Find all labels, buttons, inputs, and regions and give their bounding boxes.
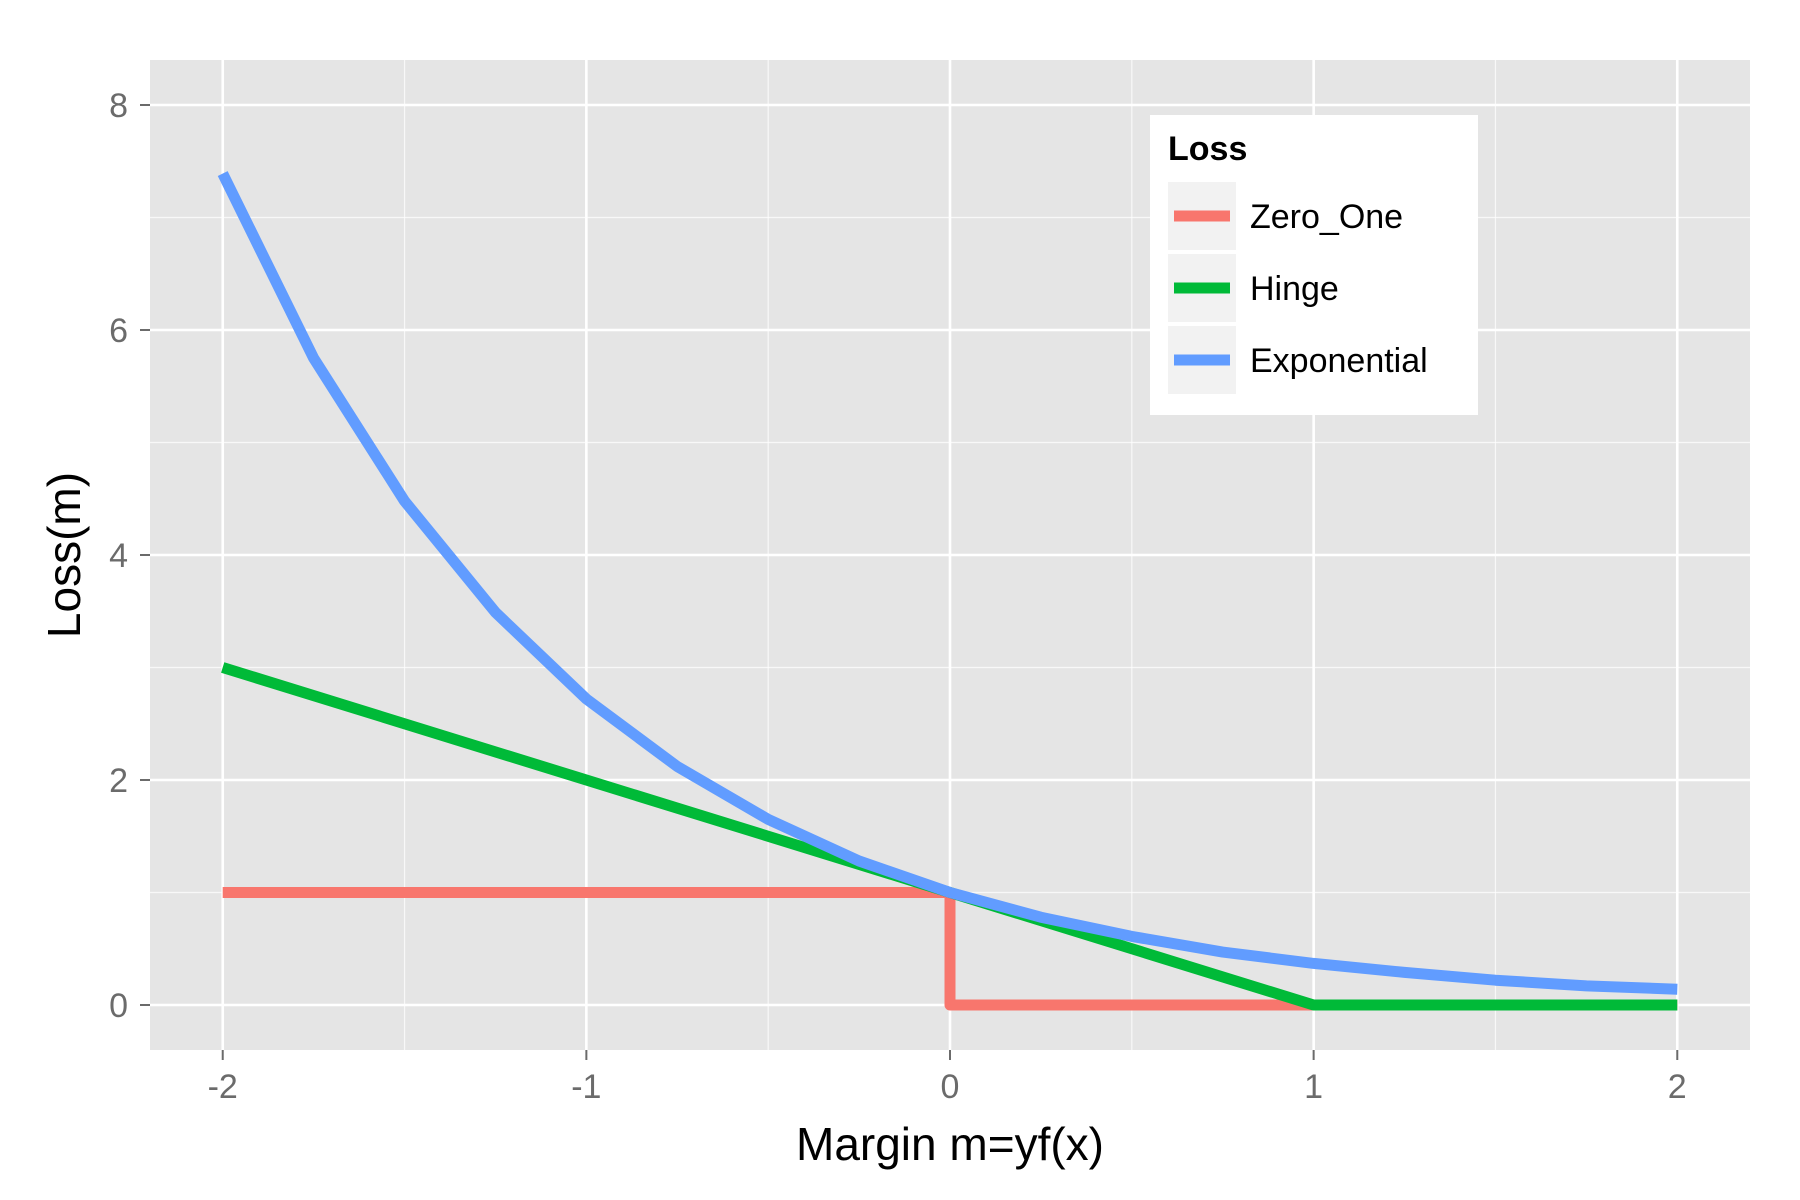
y-tick-label: 6 xyxy=(109,312,128,350)
series-line-hinge xyxy=(221,662,1678,1011)
legend-label: Hinge xyxy=(1250,270,1339,308)
y-tick-label: 4 xyxy=(109,537,128,575)
legend-title: Loss xyxy=(1168,130,1247,168)
y-tick-label: 0 xyxy=(109,987,128,1025)
y-tick-label: 2 xyxy=(109,762,128,800)
x-tick-label: 1 xyxy=(1304,1068,1323,1106)
legend: Loss Zero_One Hinge Exponential xyxy=(1150,115,1478,415)
x-axis-title: Margin m=yf(x) xyxy=(796,1118,1104,1170)
axes-layer: -2 -1 0 1 2 0 2 4 6 8 xyxy=(109,87,1687,1106)
legend-label: Exponential xyxy=(1250,342,1428,380)
x-tick-label: 0 xyxy=(941,1068,960,1106)
y-tick-label: 8 xyxy=(109,87,128,125)
x-tick-label: 2 xyxy=(1668,1068,1687,1106)
legend-label: Zero_One xyxy=(1250,198,1403,236)
x-tick-label: -1 xyxy=(571,1068,601,1106)
x-tick-label: -2 xyxy=(208,1068,238,1106)
legend-items: Zero_One Hinge Exponential xyxy=(1168,182,1428,394)
y-axis-title: Loss(m) xyxy=(38,472,90,638)
series-line-exponential xyxy=(217,171,1678,995)
series-layer xyxy=(217,171,1678,1011)
